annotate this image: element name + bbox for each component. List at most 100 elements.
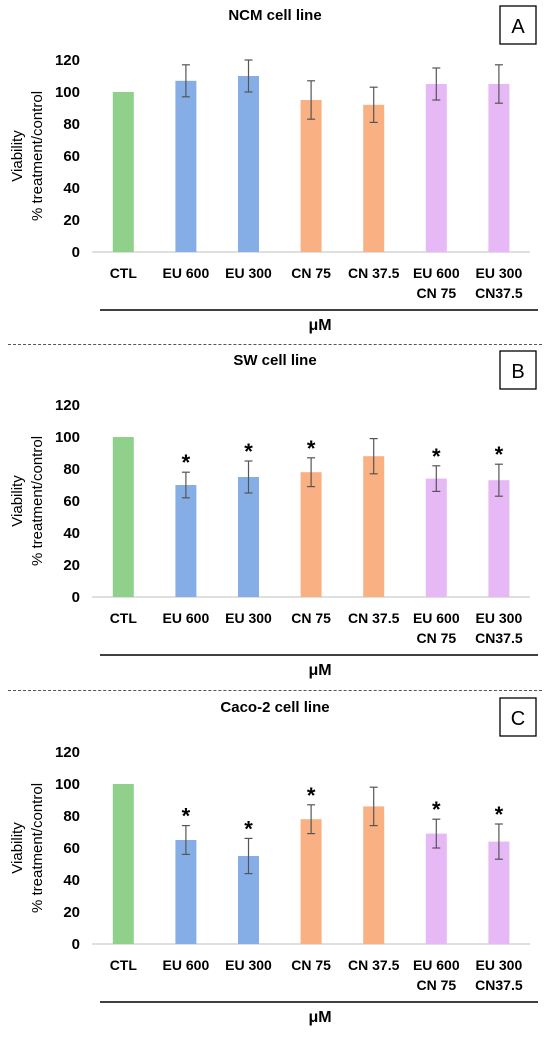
y-tick-label: 0: [72, 936, 80, 953]
y-axis-label: % treatment/control: [29, 783, 46, 913]
y-tick-label: 100: [55, 429, 80, 446]
significance-marker: *: [307, 783, 316, 808]
category-label: EU 300: [476, 265, 523, 281]
y-tick-label: 80: [63, 808, 80, 825]
category-label: CTL: [110, 957, 138, 973]
category-label: EU 300: [225, 957, 272, 973]
significance-marker: *: [182, 450, 191, 475]
y-tick-label: 120: [55, 744, 80, 761]
category-label: EU 600: [413, 265, 460, 281]
category-label: CN 75: [291, 265, 331, 281]
x-axis-unit-label: μM: [308, 1009, 331, 1026]
panel-ncm: NCM cell line A Viability% treatment/contr…: [0, 0, 550, 340]
category-label: CN 37.5: [348, 957, 400, 973]
significance-marker: *: [495, 802, 504, 827]
chart-title: SW cell line: [233, 352, 316, 369]
y-axis-label: % treatment/control: [29, 436, 46, 566]
bar: [238, 76, 259, 252]
chart-title: NCM cell line: [228, 7, 321, 24]
panel-divider: [8, 344, 542, 345]
category-label: CTL: [110, 610, 138, 626]
y-tick-label: 60: [63, 148, 80, 165]
bar: [175, 80, 197, 252]
significance-marker: *: [307, 436, 316, 461]
bar: [425, 478, 447, 597]
y-tick-label: 60: [63, 840, 80, 857]
category-label: CN 75: [416, 285, 456, 301]
chart-caco2: Caco-2 cell line C Viability% treatment/co…: [9, 697, 538, 1026]
y-tick-label: 40: [63, 180, 80, 197]
bar: [300, 472, 322, 597]
y-tick-label: 20: [63, 557, 80, 574]
bar: [363, 456, 385, 597]
y-tick-label: 80: [63, 461, 80, 478]
y-tick-label: 120: [55, 397, 80, 414]
category-label: EU 300: [225, 610, 272, 626]
category-label: EU 300: [476, 957, 523, 973]
y-tick-label: 20: [63, 212, 80, 229]
bar: [238, 477, 259, 597]
bar: [488, 480, 510, 597]
category-label: EU 600: [163, 265, 210, 281]
panel-letter-box: [499, 5, 537, 45]
y-tick-label: 40: [63, 872, 80, 889]
bar: [238, 856, 259, 944]
panel-letter-box: [499, 697, 537, 737]
panel-divider: [8, 690, 542, 691]
bar: [175, 485, 197, 597]
panel-letter: C: [511, 708, 525, 730]
panel-sw: SW cell line B Viability% treatment/contro…: [0, 345, 550, 685]
chart-sw: SW cell line B Viability% treatment/contro…: [9, 350, 538, 679]
bar: [425, 833, 447, 944]
bar: [175, 840, 197, 944]
panel-caco2: Caco-2 cell line C Viability% treatment/co…: [0, 692, 550, 1032]
category-label: CN 75: [291, 610, 331, 626]
category-label: CN 37.5: [348, 265, 400, 281]
bar: [300, 100, 322, 252]
significance-marker: *: [495, 442, 504, 467]
y-axis-label: Viability: [9, 475, 26, 527]
y-tick-label: 60: [63, 493, 80, 510]
category-label: EU 300: [225, 265, 272, 281]
y-tick-label: 40: [63, 525, 80, 542]
bar: [300, 819, 322, 944]
y-tick-label: 20: [63, 904, 80, 921]
category-label: EU 600: [413, 957, 460, 973]
significance-marker: *: [244, 439, 253, 464]
chart-title: Caco-2 cell line: [220, 699, 329, 716]
category-label: CN37.5: [475, 630, 523, 646]
significance-marker: *: [244, 816, 253, 841]
category-label: CN 75: [416, 630, 456, 646]
bar: [112, 784, 134, 944]
y-tick-label: 120: [55, 52, 80, 69]
significance-marker: *: [182, 804, 191, 829]
y-axis-label: % treatment/control: [29, 91, 46, 221]
category-label: CTL: [110, 265, 138, 281]
significance-marker: *: [432, 797, 441, 822]
x-axis-unit-label: μM: [308, 662, 331, 679]
category-label: EU 600: [413, 610, 460, 626]
chart-ncm: NCM cell line A Viability% treatment/contr…: [9, 5, 538, 334]
bar: [112, 92, 134, 252]
y-tick-label: 0: [72, 589, 80, 606]
category-label: EU 600: [163, 610, 210, 626]
bar: [363, 806, 385, 944]
x-axis-unit-label: μM: [308, 317, 331, 334]
bar: [425, 84, 447, 252]
y-tick-label: 80: [63, 116, 80, 133]
category-label: CN 75: [291, 957, 331, 973]
panel-letter: B: [511, 361, 524, 383]
category-label: CN 75: [416, 977, 456, 993]
panel-letter-box: [499, 350, 537, 390]
y-axis-label: Viability: [9, 822, 26, 874]
category-label: CN 37.5: [348, 610, 400, 626]
significance-marker: *: [432, 444, 441, 469]
category-label: CN37.5: [475, 285, 523, 301]
bar: [363, 104, 385, 252]
bar: [112, 437, 134, 597]
y-axis-label: Viability: [9, 130, 26, 182]
y-tick-label: 0: [72, 244, 80, 261]
category-label: EU 600: [163, 957, 210, 973]
panel-letter: A: [511, 16, 525, 38]
bar: [488, 84, 510, 252]
